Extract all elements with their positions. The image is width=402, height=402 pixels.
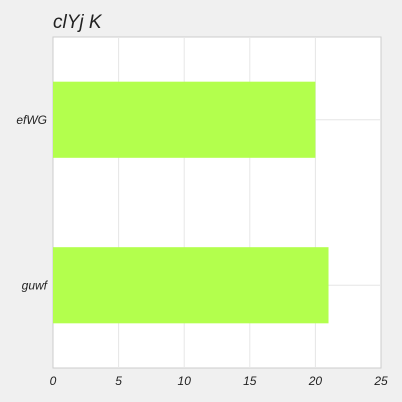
x-tick-label: 20	[308, 374, 323, 388]
x-tick-label: 25	[373, 374, 388, 388]
x-tick-label: 0	[50, 374, 57, 388]
y-axis-labels: efWG guwf	[16, 113, 48, 293]
x-tick-label: 10	[178, 374, 192, 388]
bar-guwf	[53, 247, 329, 324]
bar-efwg	[53, 81, 316, 158]
bars	[53, 81, 329, 324]
y-category-label: guwf	[22, 278, 49, 292]
chart-title: clYj K	[53, 12, 103, 33]
y-category-label: efWG	[16, 113, 47, 127]
x-axis-ticks: 0 5 10 15 20 25	[50, 374, 388, 388]
x-tick-label: 15	[243, 374, 257, 388]
x-tick-label: 5	[115, 374, 122, 388]
